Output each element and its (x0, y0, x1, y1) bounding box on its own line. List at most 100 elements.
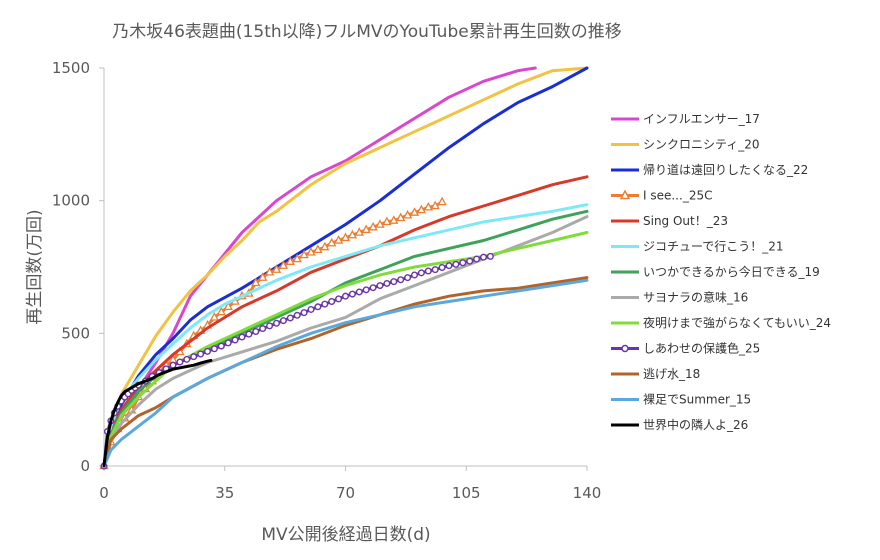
data-point (271, 264, 282, 273)
legend-marker (619, 189, 631, 200)
x-tick-label: 0 (99, 484, 109, 502)
y-tick-label: 500 (61, 324, 90, 342)
series-line (102, 209, 589, 468)
data-point (445, 262, 453, 270)
legend-item: インフルエンサー_17 (611, 112, 760, 126)
data-point (459, 259, 467, 267)
data-point (217, 342, 225, 350)
data-point (259, 325, 267, 333)
x-axis-ticks: 0 35 70 105 140 (99, 466, 601, 502)
data-point (348, 290, 356, 298)
chart-title: 乃木坂46表題曲(15th以降)フルMVのYouTube累計再生回数の推移 (112, 22, 621, 42)
series-line (102, 358, 213, 468)
data-point (362, 286, 370, 294)
data-point (416, 204, 427, 214)
data-point (209, 312, 220, 321)
data-point (375, 219, 385, 228)
data-point (409, 207, 420, 216)
data-point (252, 327, 260, 335)
data-point (361, 224, 371, 234)
series-0 (102, 66, 537, 468)
series-line (102, 231, 589, 468)
legend-label: 帰り道は遠回りしたくなる_22 (643, 163, 808, 177)
legend-label: Sing Out！_23 (643, 214, 728, 228)
data-point (273, 319, 281, 327)
legend-label: 世界中の隣人よ_26 (643, 417, 748, 432)
legend-label: しあわせの保護色_25 (643, 341, 760, 356)
data-point (216, 306, 226, 316)
data-point (264, 266, 275, 276)
legend: インフルエンサー_17 シンクロニシティ_20 帰り道は遠回りしたくなる_22 I s… (611, 112, 831, 432)
data-point (321, 300, 329, 308)
x-tick-label: 140 (573, 484, 602, 502)
legend-item: 帰り道は遠回りしたくなる_22 (611, 163, 808, 177)
data-point (327, 237, 337, 247)
data-point (292, 253, 302, 263)
legend-label: I see..._25C (643, 189, 712, 203)
legend-label: ジコチューで行こう！_21 (643, 240, 784, 254)
y-tick-label: 0 (80, 457, 90, 475)
data-point (279, 317, 287, 325)
data-point (354, 227, 364, 236)
data-point (480, 253, 488, 261)
series-line (102, 276, 589, 468)
series-11 (102, 278, 589, 468)
data-point (424, 267, 432, 275)
data-point (376, 282, 384, 290)
data-point (342, 292, 350, 300)
data-point (411, 271, 419, 279)
legend-item: しあわせの保護色_25 (611, 341, 760, 356)
legend-item: いつかできるから今日できる_19 (611, 264, 820, 279)
legend-label: 逃げ水_18 (643, 367, 700, 381)
data-point (299, 249, 309, 259)
data-point (190, 353, 198, 361)
x-tick-label: 105 (452, 484, 481, 502)
series-line (102, 66, 589, 468)
data-point (293, 311, 301, 319)
legend-label: サヨナラの意味_16 (643, 290, 748, 305)
series-5 (102, 203, 589, 468)
legend-item: 裸足でSummer_15 (611, 392, 751, 407)
x-axis-title: MV公開後経過日数(d) (261, 525, 430, 545)
data-point (197, 350, 205, 358)
series-1 (102, 66, 589, 468)
data-point (396, 212, 406, 222)
data-point (347, 229, 358, 239)
series-10 (102, 276, 589, 468)
data-point (203, 347, 211, 355)
data-point (466, 257, 474, 265)
legend-label: 夜明けまで強がらなくてもいい_24 (643, 315, 831, 330)
data-point (306, 247, 316, 256)
y-tick-label: 1000 (52, 192, 90, 210)
legend-label: 裸足でSummer_15 (643, 392, 751, 407)
data-point (313, 244, 323, 254)
data-point (245, 330, 253, 338)
data-point (223, 301, 233, 311)
data-point (307, 305, 315, 313)
data-point (452, 260, 460, 268)
data-point (417, 269, 425, 277)
series-9 (100, 252, 494, 470)
data-point (369, 284, 377, 292)
data-point (390, 278, 398, 286)
series-line (102, 254, 492, 468)
plot-area (99, 66, 589, 470)
legend-item: 世界中の隣人よ_26 (611, 417, 748, 432)
data-point (473, 255, 481, 263)
legend-item: 夜明けまで強がらなくてもいい_24 (611, 315, 831, 330)
series-line (102, 278, 589, 468)
legend-item: I see..._25C (611, 189, 712, 203)
data-point (438, 264, 446, 272)
data-point (251, 277, 261, 287)
legend-item: 逃げ水_18 (611, 367, 700, 381)
data-point (423, 201, 433, 211)
data-point (389, 215, 399, 224)
series-6 (102, 209, 589, 468)
data-point (383, 279, 391, 287)
data-point (238, 333, 246, 341)
x-tick-label: 70 (336, 484, 355, 502)
series-line (102, 203, 589, 468)
data-point (183, 355, 191, 363)
legend-item: ジコチューで行こう！_21 (611, 240, 784, 254)
data-point (486, 252, 494, 260)
